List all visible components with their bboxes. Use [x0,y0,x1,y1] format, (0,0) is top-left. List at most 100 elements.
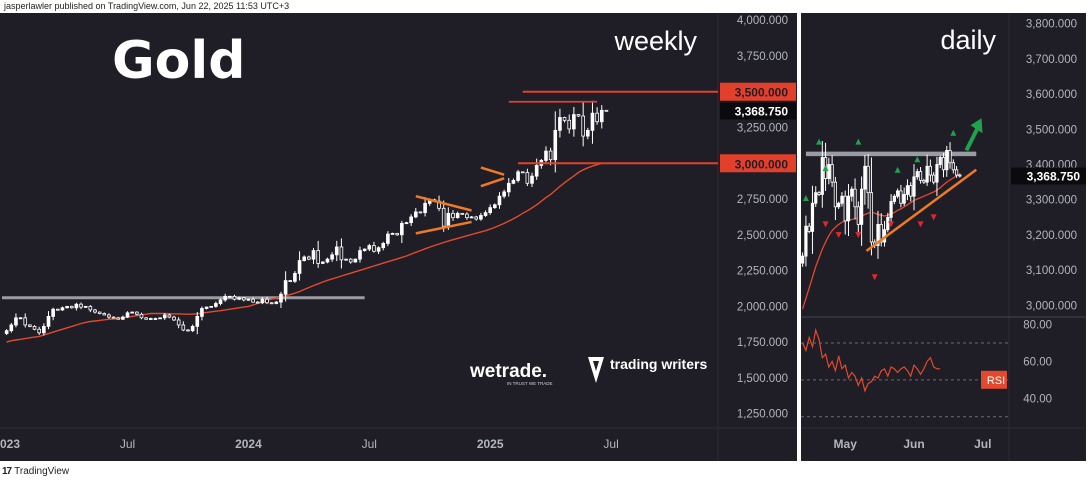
weekly-candle [9,324,14,332]
daily-candle [856,206,860,225]
weekly-candle [367,245,372,250]
weekly-candle [460,212,465,215]
weekly-candle [400,222,404,236]
x-tick-label: May [834,437,858,451]
daily-candle [889,201,893,218]
daily-candle [941,157,946,171]
weekly-candle [153,318,158,320]
weekly-candle [269,302,274,305]
weekly-candle [404,222,409,225]
weekly-candle [553,129,558,161]
weekly-candle [218,299,223,304]
weekly-candle [46,315,51,327]
weekly-candle [148,318,153,320]
daily-candle [915,171,919,178]
weekly-candle [423,202,427,214]
x-tick-label: Jul [603,437,618,451]
swing-low-marker [871,274,878,281]
weekly-candle [562,117,567,121]
y-tick-label: 4,000.000 [737,15,788,27]
daily-candle [948,150,952,164]
weekly-candle [586,129,590,137]
daily-candle [863,165,867,190]
weekly-candle [111,316,116,319]
daily-candle [840,195,844,204]
level-price-tag [720,154,796,173]
weekly-candle [32,325,37,330]
weekly-candle [162,314,167,319]
weekly-candle [246,298,251,301]
weekly-candle [167,314,172,318]
timeframe-label: weekly [613,26,697,56]
weekly-candle [190,325,195,332]
weekly-candle [488,207,492,214]
chart-title: Gold [112,31,245,91]
weekly-candle [483,212,488,216]
daily-chart[interactable]: 3,000.0003,100.0003,200.0003,300.0003,40… [801,13,1086,461]
weekly-candle [135,311,139,315]
level-price-label: 3,000.000 [735,157,789,171]
triangle-trendline [415,220,472,235]
y-tick-label: 2,750.000 [737,194,788,206]
weekly-candle [69,305,74,309]
publisher-header: jasperlawler published on TradingView.co… [4,1,290,11]
current-price-label: 3,368.750 [735,104,789,118]
current-price-label: 3,368.750 [1027,170,1081,184]
daily-candle [938,157,942,165]
weekly-candle [65,305,69,309]
y-tick-label: 3,750.000 [737,51,788,63]
weekly-candle [116,317,121,320]
daily-candle [932,174,936,183]
moving-average-line [6,162,602,343]
daily-candle [843,195,847,222]
y-tick-label: 3,700.000 [1026,54,1077,66]
daily-candle [905,185,910,195]
weekly-candle [302,256,307,261]
daily-candle [804,225,808,257]
y-tick-label: 3,500.000 [1026,124,1077,136]
daily-candle [869,192,874,243]
daily-candle [896,190,900,197]
weekly-candle [353,258,358,263]
daily-candle [892,195,896,202]
weekly-candle [265,298,269,304]
daily-candle [935,164,939,183]
weekly-candle [418,211,423,214]
weekly-candle [390,232,395,235]
daily-chart-panel[interactable]: 3,000.000 3,100.000 3,200.000 3,300.000 3,40… [801,13,1086,461]
weekly-candle [297,260,302,274]
weekly-candle [279,293,283,303]
swing-low-marker [822,221,829,228]
breakout-arrow-shaft [964,127,980,152]
weekly-candle [74,303,79,309]
swing-low-marker [855,231,862,238]
weekly-candle [42,325,46,334]
weekly-candle [479,215,483,220]
tradingwriters-logo-cut [593,361,599,371]
footer-brand: TradingView [14,466,70,477]
weekly-candle [144,317,148,320]
weekly-candle [376,247,381,252]
weekly-candle [358,250,362,260]
weekly-candle [534,165,539,177]
rsi-tick-label: 80.00 [1023,320,1052,332]
weekly-candle [530,175,534,184]
weekly-candle [107,314,111,318]
daily-candle [820,157,824,195]
weekly-candle [567,119,572,130]
weekly-candle [451,212,455,219]
daily-candle [866,165,870,194]
weekly-candle [409,216,413,224]
weekly-candle [79,303,83,308]
rsi-tag [981,370,1007,389]
tradingwriters-logo: trading writers [610,356,707,372]
weekly-candle [93,309,97,313]
footer: 17 TradingView [2,466,69,477]
weekly-chart[interactable]: 1,250.000 1,500.000 1,750.000 2,000.000 2,25… [0,13,797,461]
weekly-candle [232,295,237,300]
x-tick-label: 2025 [477,437,504,451]
weekly-candle [511,180,516,184]
swing-low-marker [917,221,924,228]
daily-candle [909,185,913,197]
weekly-chart-panel[interactable]: 1,250.000 1,500.000 1,750.000 2,000.000 2,25… [0,13,797,461]
